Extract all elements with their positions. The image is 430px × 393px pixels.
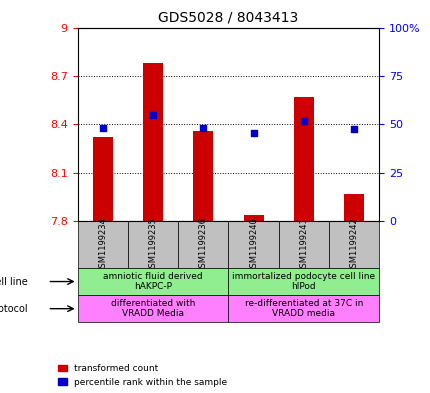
Point: [249, 129, 256, 136]
Text: GSM1199235: GSM1199235: [148, 217, 157, 273]
Bar: [343, 194, 363, 221]
Text: immortalized podocyte cell line
hIPod: immortalized podocyte cell line hIPod: [232, 272, 375, 291]
Text: GSM1199242: GSM1199242: [349, 217, 358, 273]
Text: GSM1199241: GSM1199241: [299, 217, 307, 273]
Point: [350, 126, 357, 132]
FancyBboxPatch shape: [77, 295, 228, 322]
FancyBboxPatch shape: [228, 221, 278, 268]
FancyBboxPatch shape: [77, 268, 228, 295]
Text: differentiated with
VRADD Media: differentiated with VRADD Media: [111, 299, 195, 318]
Point: [300, 118, 307, 124]
Point: [149, 112, 156, 118]
Text: GSM1199240: GSM1199240: [249, 217, 258, 273]
Bar: [143, 63, 163, 221]
Text: re-differentiated at 37C in
VRADD media: re-differentiated at 37C in VRADD media: [244, 299, 362, 318]
Legend: transformed count, percentile rank within the sample: transformed count, percentile rank withi…: [56, 362, 229, 389]
Text: amniotic fluid derived
hAKPC-P: amniotic fluid derived hAKPC-P: [103, 272, 203, 291]
Point: [99, 125, 106, 131]
FancyBboxPatch shape: [228, 295, 378, 322]
FancyBboxPatch shape: [328, 221, 378, 268]
Point: [200, 125, 206, 131]
Text: cell line: cell line: [0, 277, 27, 286]
FancyBboxPatch shape: [178, 221, 228, 268]
FancyBboxPatch shape: [128, 221, 178, 268]
Text: GSM1199236: GSM1199236: [198, 217, 207, 273]
Text: growth protocol: growth protocol: [0, 304, 27, 314]
Bar: [92, 138, 113, 221]
Title: GDS5028 / 8043413: GDS5028 / 8043413: [158, 11, 298, 25]
Bar: [243, 215, 263, 221]
FancyBboxPatch shape: [77, 221, 128, 268]
FancyBboxPatch shape: [228, 268, 378, 295]
Bar: [293, 97, 313, 221]
Bar: [193, 131, 213, 221]
FancyBboxPatch shape: [278, 221, 328, 268]
Text: GSM1199234: GSM1199234: [98, 217, 107, 273]
